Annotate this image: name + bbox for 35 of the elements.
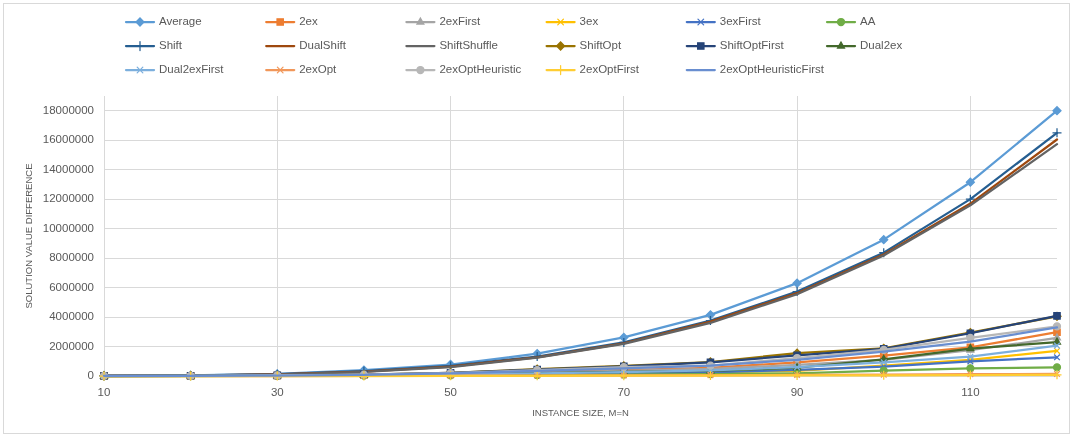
y-tick-label: 2000000: [49, 339, 94, 352]
legend-label: AA: [860, 15, 876, 28]
legend-label: 2exOptHeuristic: [439, 63, 522, 76]
x-tick-label: 90: [790, 386, 804, 399]
legend-label: Average: [159, 15, 202, 28]
y-tick-label: 4000000: [49, 310, 94, 323]
y-tick-label: 18000000: [42, 103, 94, 116]
legend-label: 3exFirst: [719, 15, 762, 28]
x-tick-label: 70: [617, 386, 631, 399]
y-tick-label: 8000000: [49, 251, 94, 264]
legend-label: DualShift: [299, 39, 347, 52]
legend-label: Dual2ex: [860, 39, 903, 52]
y-tick-label: 14000000: [42, 162, 94, 175]
y-axis-title: SOLUTION VALUE DIFFERENCE: [23, 163, 35, 309]
x-axis-title: INSTANCE SIZE, M=N: [532, 406, 629, 418]
legend-label: 2exOpt: [299, 63, 338, 76]
x-tick-label: 30: [270, 386, 284, 399]
y-tick-label: 6000000: [49, 280, 94, 293]
legend-label: 2exOptFirst: [579, 63, 640, 76]
y-tick-label: 12000000: [42, 192, 94, 205]
x-tick-label: 10: [97, 386, 111, 399]
legend-label: 2exOptHeuristicFirst: [719, 63, 825, 76]
y-tick-label: 10000000: [42, 221, 94, 234]
legend-label: 3ex: [579, 15, 599, 28]
y-tick-label: 0: [87, 369, 94, 382]
legend-label: 2exFirst: [439, 15, 482, 28]
legend-label: Dual2exFirst: [159, 63, 225, 76]
legend-label: 2ex: [299, 15, 318, 28]
x-tick-label: 50: [444, 386, 457, 399]
legend-label: Shift: [159, 39, 183, 52]
legend-label: ShiftOpt: [579, 39, 622, 52]
x-tick-label: 110: [961, 386, 980, 399]
legend-label: ShiftOptFirst: [719, 39, 785, 52]
legend-label: ShiftShuffle: [439, 39, 499, 52]
y-tick-label: 16000000: [42, 133, 94, 146]
